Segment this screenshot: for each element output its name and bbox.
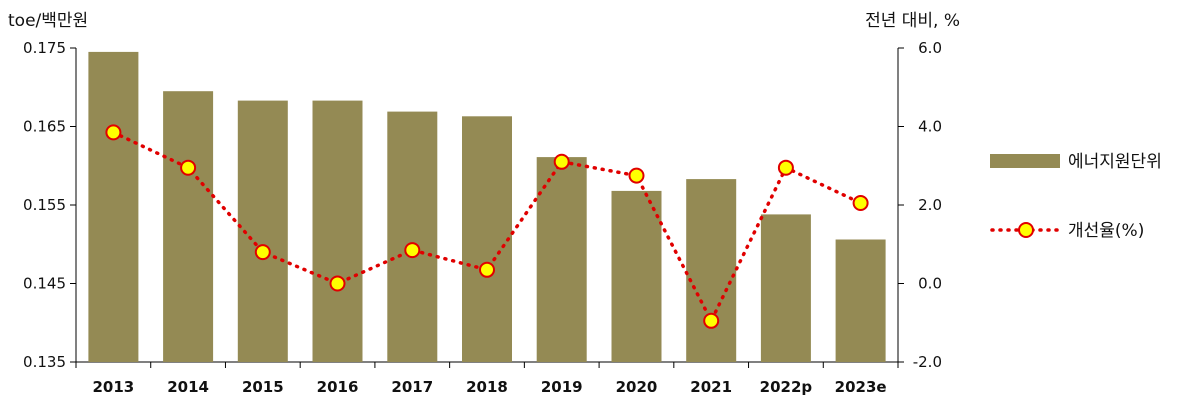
x-tick-label: 2016 — [317, 378, 359, 396]
line-point-2022p — [777, 159, 794, 176]
right-axis-title: 전년 대비, % — [865, 11, 960, 31]
left-tick-label: 0.175 — [23, 39, 66, 57]
bar-2023e — [835, 239, 886, 362]
left-tick-label: 0.135 — [23, 353, 66, 371]
right-tick-label: -2.0 — [913, 353, 942, 371]
line-point-2015 — [254, 244, 271, 261]
bar-2022p — [760, 214, 811, 362]
bar-2016 — [312, 100, 363, 362]
legend-label-bar: 에너지원단위 — [1068, 152, 1162, 172]
x-tick-label: 2015 — [242, 378, 284, 396]
bar-series — [88, 51, 886, 363]
line-point-2021 — [703, 312, 720, 329]
x-tick-label: 2017 — [391, 378, 433, 396]
x-tick-label: 2022p — [760, 378, 813, 396]
line-point-2018 — [479, 261, 495, 278]
right-tick-label: 4.0 — [918, 118, 942, 136]
left-tick-label: 0.145 — [23, 275, 66, 293]
x-tick-label: 2014 — [167, 378, 209, 396]
line-point-2020 — [628, 167, 645, 184]
left-axis-title: toe/백만원 — [8, 11, 88, 31]
line-point-2013 — [105, 124, 122, 141]
left-tick-label: 0.155 — [23, 196, 66, 214]
line-point-2019 — [553, 153, 570, 170]
bar-2018 — [462, 116, 512, 362]
bar-2021 — [686, 179, 737, 362]
line-series — [105, 124, 869, 329]
x-tick-label: 2013 — [92, 378, 134, 396]
line-point-2016 — [329, 275, 346, 292]
left-tick-label: 0.165 — [23, 118, 66, 136]
bar-2017 — [387, 111, 438, 362]
right-tick-label: 2.0 — [918, 196, 942, 214]
right-tick-label: 6.0 — [918, 39, 942, 57]
x-tick-label: 2023e — [835, 378, 887, 396]
bar-2014 — [163, 91, 214, 362]
improvement-rate-line — [111, 130, 863, 323]
legend-label-line: 개선율(%) — [1068, 221, 1144, 241]
x-tick-label: 2019 — [541, 378, 583, 396]
bar-2019 — [536, 157, 587, 362]
x-tick-label: 2021 — [690, 378, 732, 396]
axis-labels: 0.175 0.165 0.155 0.145 0.135 6.0 4.0 2.0 0.0 -2.… — [8, 11, 960, 396]
line-point-2023e — [852, 195, 869, 211]
legend-swatch-marker — [1018, 222, 1034, 238]
line-point-2014 — [180, 159, 197, 176]
legend-swatch-bar — [990, 154, 1060, 168]
right-tick-label: 0.0 — [918, 275, 942, 293]
x-tick-label: 2018 — [466, 378, 508, 396]
bar-2013 — [88, 51, 139, 363]
bar-2020 — [611, 190, 662, 362]
x-tick-label: 2020 — [616, 378, 658, 396]
line-point-2017 — [404, 242, 421, 259]
